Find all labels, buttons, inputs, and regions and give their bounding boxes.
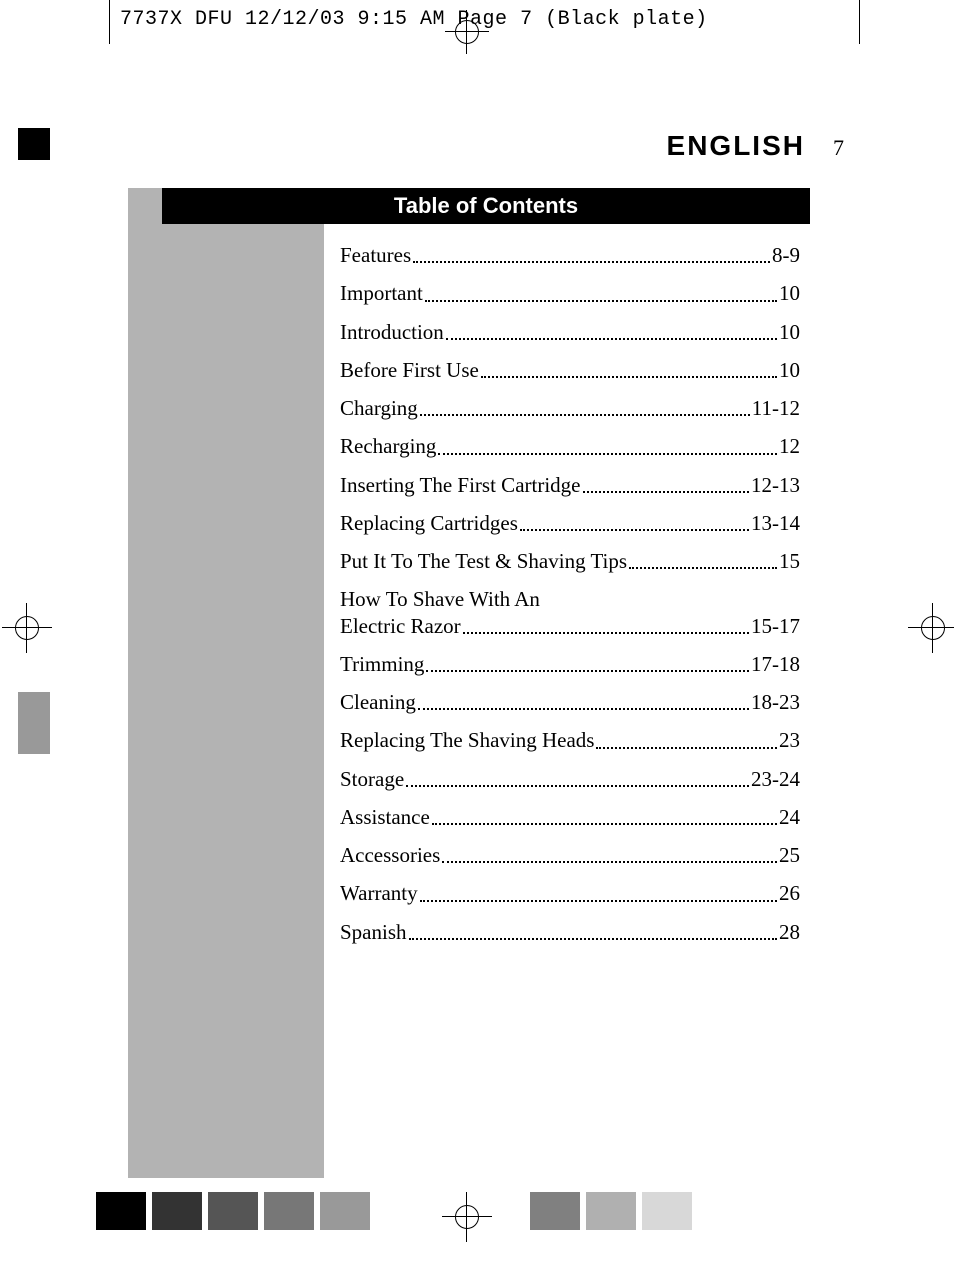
toc-page-number: 18-23 [751,689,800,715]
page-header: ENGLISH 7 [624,130,844,162]
toc-page-number: 8-9 [772,242,800,268]
toc-leader-dots [438,453,777,455]
toc-label-line2: Electric Razor [340,613,461,639]
registration-mark-left [2,603,52,653]
toc-entry: Accessories 25 [340,842,800,868]
toc-label: Accessories [340,842,440,868]
page-number: 7 [833,135,844,160]
toc-label: Spanish [340,919,407,945]
toc-page-number: 10 [779,280,800,306]
toc-page-number: 25 [779,842,800,868]
toc-leader-dots [420,900,777,902]
color-swatch [208,1192,258,1230]
slug-border-left [109,0,110,44]
toc-page-number: 23-24 [751,766,800,792]
toc-page-number: 23 [779,727,800,753]
color-swatch [586,1192,636,1230]
registration-mark-right [908,603,954,653]
toc-entry: Replacing The Shaving Heads 23 [340,727,800,753]
toc-label: Recharging [340,433,436,459]
toc-leader-dots [432,823,777,825]
page-root: 7737X DFU 12/12/03 9:15 AM Page 7 (Black… [0,0,954,1267]
toc-label: Introduction [340,319,444,345]
toc-page-number: 12 [779,433,800,459]
color-bar-left [96,1192,370,1230]
toc-page-number: 26 [779,880,800,906]
registration-mark-bottom [442,1192,492,1242]
toc-page-number: 15 [779,548,800,574]
toc-entry: Spanish 28 [340,919,800,945]
toc-page-number: 17-18 [751,651,800,677]
toc-label: Put It To The Test & Shaving Tips [340,548,627,574]
toc-leader-dots [463,632,749,634]
color-bar-right [530,1192,692,1230]
toc-leader-dots [413,261,770,263]
toc-entry: Trimming 17-18 [340,651,800,677]
toc-page-number: 10 [779,319,800,345]
toc-label: Warranty [340,880,418,906]
toc-leader-dots [426,670,749,672]
toc-leader-dots [481,376,777,378]
toc-page-number: 28 [779,919,800,945]
toc-entry: Charging 11-12 [340,395,800,421]
registration-mark-top [445,10,489,54]
toc-label: Charging [340,395,418,421]
color-swatch [320,1192,370,1230]
toc-label: Features [340,242,411,268]
toc-leader-dots [409,938,777,940]
toc-leader-dots [418,708,749,710]
toc-entry: Put It To The Test & Shaving Tips 15 [340,548,800,574]
toc-entry: Replacing Cartridges 13-14 [340,510,800,536]
toc-entry: Cleaning 18-23 [340,689,800,715]
toc-page-number: 24 [779,804,800,830]
color-swatch [264,1192,314,1230]
color-swatch [152,1192,202,1230]
color-swatch [96,1192,146,1230]
toc-page-number: 12-13 [751,472,800,498]
toc-label: Inserting The First Cartridge [340,472,581,498]
toc-entry: Assistance 24 [340,804,800,830]
toc-entry: Important 10 [340,280,800,306]
table-of-contents: Features8-9Important10Introduction10Befo… [340,242,800,957]
toc-leader-dots [596,747,777,749]
language-label: ENGLISH [667,130,805,161]
toc-label: Cleaning [340,689,416,715]
toc-leader-dots [520,529,749,531]
toc-leader-dots [442,861,777,863]
corner-marker-square [18,128,50,160]
toc-entry: Recharging 12 [340,433,800,459]
toc-leader-dots [425,300,777,302]
toc-leader-dots [446,338,777,340]
toc-leader-dots [420,414,750,416]
toc-label: Replacing Cartridges [340,510,518,536]
toc-label: Important [340,280,423,306]
toc-leader-dots [629,567,777,569]
printer-slug: 7737X DFU 12/12/03 9:15 AM Page 7 (Black… [120,8,708,31]
toc-label: Replacing The Shaving Heads [340,727,594,753]
toc-entry: How To Shave With AnElectric Razor 15-17 [340,586,800,639]
toc-label: Storage [340,766,404,792]
toc-entry: Features 8-9 [340,242,800,268]
grey-sidebar [128,188,324,1178]
toc-page-number: 15-17 [751,613,800,639]
toc-page-number: 13-14 [751,510,800,536]
toc-page-number: 10 [779,357,800,383]
toc-label: Trimming [340,651,424,677]
toc-entry: Inserting The First Cartridge 12-13 [340,472,800,498]
toc-entry: Before First Use 10 [340,357,800,383]
toc-label-line1: How To Shave With An [340,586,800,612]
toc-label: Assistance [340,804,430,830]
toc-label: Before First Use [340,357,479,383]
section-title-bar: Table of Contents [162,188,810,224]
color-swatch [530,1192,580,1230]
toc-leader-dots [583,491,750,493]
side-marker-rect [18,692,50,754]
toc-entry: Storage 23-24 [340,766,800,792]
slug-border-right [859,0,860,44]
toc-entry: Warranty 26 [340,880,800,906]
toc-leader-dots [406,785,749,787]
color-swatch [642,1192,692,1230]
toc-page-number: 11-12 [752,395,800,421]
toc-entry: Introduction 10 [340,319,800,345]
